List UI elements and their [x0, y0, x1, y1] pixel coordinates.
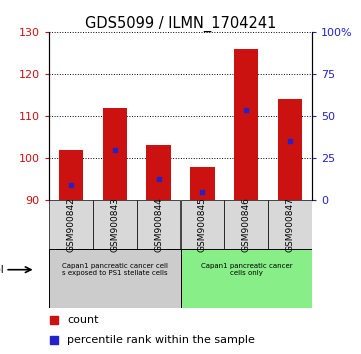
- Text: Capan1 pancreatic cancer cell
s exposed to PS1 stellate cells: Capan1 pancreatic cancer cell s exposed …: [62, 263, 168, 276]
- Bar: [49, 249, 180, 308]
- Bar: [103, 108, 127, 200]
- Text: GSM900842: GSM900842: [66, 197, 75, 252]
- Bar: [49, 200, 93, 249]
- Bar: [234, 49, 258, 200]
- Text: count: count: [67, 315, 99, 325]
- Text: protocol: protocol: [0, 265, 4, 275]
- Bar: [147, 145, 171, 200]
- Text: GSM900843: GSM900843: [110, 197, 119, 252]
- Text: Capan1 pancreatic cancer
cells only: Capan1 pancreatic cancer cells only: [201, 263, 292, 276]
- Text: GSM900846: GSM900846: [242, 197, 251, 252]
- Bar: [225, 200, 268, 249]
- Bar: [268, 200, 312, 249]
- Bar: [278, 99, 303, 200]
- Text: GSM900845: GSM900845: [198, 197, 207, 252]
- Bar: [180, 200, 225, 249]
- Text: percentile rank within the sample: percentile rank within the sample: [67, 335, 255, 345]
- Bar: [136, 200, 180, 249]
- Bar: [93, 200, 136, 249]
- Bar: [58, 150, 83, 200]
- Text: GSM900847: GSM900847: [286, 197, 295, 252]
- Bar: [190, 166, 214, 200]
- Bar: [180, 249, 312, 308]
- Text: GSM900844: GSM900844: [154, 197, 163, 252]
- Title: GDS5099 / ILMN_1704241: GDS5099 / ILMN_1704241: [85, 16, 276, 32]
